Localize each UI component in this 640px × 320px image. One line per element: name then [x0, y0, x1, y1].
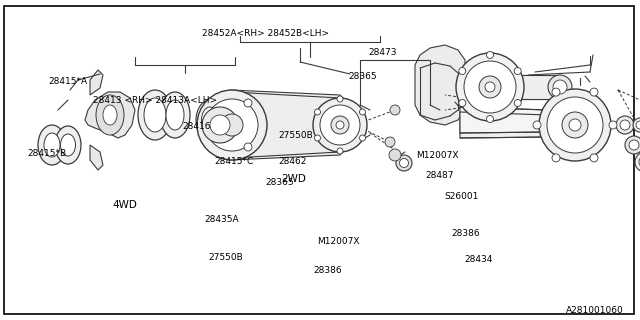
Ellipse shape — [616, 116, 634, 134]
Circle shape — [389, 149, 401, 161]
Ellipse shape — [202, 107, 218, 133]
Ellipse shape — [562, 112, 588, 138]
Ellipse shape — [635, 152, 640, 172]
Text: A281001060: A281001060 — [566, 306, 624, 315]
Ellipse shape — [160, 92, 190, 138]
Circle shape — [486, 116, 493, 123]
Ellipse shape — [625, 136, 640, 154]
Polygon shape — [415, 45, 465, 125]
Ellipse shape — [96, 95, 124, 135]
Ellipse shape — [206, 99, 258, 151]
Text: M12007X: M12007X — [416, 151, 458, 160]
Circle shape — [390, 105, 400, 115]
Ellipse shape — [479, 76, 501, 98]
Circle shape — [360, 135, 365, 141]
Ellipse shape — [464, 61, 516, 113]
Circle shape — [609, 121, 617, 129]
Ellipse shape — [144, 98, 166, 132]
Text: 28386: 28386 — [451, 229, 480, 238]
Polygon shape — [460, 107, 548, 133]
Text: 28365: 28365 — [349, 72, 378, 81]
Ellipse shape — [539, 89, 611, 161]
Circle shape — [244, 143, 252, 151]
Ellipse shape — [210, 115, 230, 135]
Circle shape — [590, 154, 598, 162]
Ellipse shape — [202, 107, 238, 143]
Ellipse shape — [569, 119, 581, 131]
Ellipse shape — [336, 121, 344, 129]
Circle shape — [486, 52, 493, 59]
Circle shape — [590, 88, 598, 96]
Ellipse shape — [548, 75, 572, 99]
Text: 28413 <RH> 28413A<LH>: 28413 <RH> 28413A<LH> — [93, 96, 217, 105]
Ellipse shape — [396, 155, 412, 171]
Ellipse shape — [547, 97, 603, 153]
Text: 28487: 28487 — [426, 172, 454, 180]
Ellipse shape — [553, 80, 567, 94]
Circle shape — [533, 121, 541, 129]
Ellipse shape — [138, 90, 172, 140]
Ellipse shape — [633, 118, 640, 132]
Text: 28415*A: 28415*A — [48, 77, 87, 86]
Ellipse shape — [55, 126, 81, 164]
Ellipse shape — [620, 120, 630, 130]
Circle shape — [552, 154, 560, 162]
Polygon shape — [85, 92, 135, 138]
Ellipse shape — [38, 125, 66, 165]
Ellipse shape — [331, 116, 349, 134]
Text: 28415*C: 28415*C — [214, 157, 253, 166]
Ellipse shape — [485, 82, 495, 92]
Ellipse shape — [456, 53, 524, 121]
Text: 28434: 28434 — [464, 255, 492, 264]
Ellipse shape — [399, 158, 408, 167]
Text: 28452A<RH> 28452B<LH>: 28452A<RH> 28452B<LH> — [202, 29, 329, 38]
Circle shape — [385, 137, 395, 147]
Circle shape — [552, 88, 560, 96]
Text: 28416: 28416 — [182, 122, 211, 131]
Circle shape — [314, 135, 321, 141]
Circle shape — [314, 109, 321, 115]
Circle shape — [459, 100, 466, 107]
Ellipse shape — [44, 133, 60, 157]
Text: 2WD: 2WD — [282, 174, 307, 184]
Circle shape — [244, 99, 252, 107]
Text: 28415*B: 28415*B — [27, 149, 66, 158]
Text: 28473: 28473 — [368, 48, 397, 57]
FancyBboxPatch shape — [4, 6, 634, 314]
Text: 28462: 28462 — [278, 157, 307, 166]
Text: S26001: S26001 — [445, 192, 479, 201]
Polygon shape — [460, 112, 548, 138]
Ellipse shape — [199, 98, 231, 142]
Polygon shape — [90, 145, 103, 170]
Circle shape — [459, 68, 466, 75]
Polygon shape — [90, 70, 103, 95]
Text: 28365: 28365 — [266, 178, 294, 187]
Circle shape — [337, 148, 343, 154]
Circle shape — [514, 100, 521, 107]
Ellipse shape — [61, 134, 76, 156]
Ellipse shape — [320, 105, 360, 145]
Polygon shape — [490, 75, 560, 99]
Ellipse shape — [103, 105, 117, 125]
Text: M12007X: M12007X — [317, 237, 359, 246]
Ellipse shape — [313, 98, 367, 152]
Text: 27550B: 27550B — [208, 253, 243, 262]
Ellipse shape — [166, 100, 184, 130]
Text: 28386: 28386 — [314, 266, 342, 275]
Polygon shape — [230, 90, 345, 160]
Circle shape — [360, 109, 365, 115]
Text: 27550B: 27550B — [278, 132, 313, 140]
Text: 4WD: 4WD — [112, 200, 137, 210]
Ellipse shape — [197, 90, 267, 160]
Circle shape — [337, 96, 343, 102]
Ellipse shape — [636, 121, 640, 129]
Text: 28435A: 28435A — [205, 215, 239, 224]
Ellipse shape — [221, 114, 243, 136]
Circle shape — [514, 68, 521, 75]
Polygon shape — [232, 92, 340, 158]
Ellipse shape — [196, 100, 224, 140]
Ellipse shape — [629, 140, 639, 150]
Ellipse shape — [639, 156, 640, 168]
